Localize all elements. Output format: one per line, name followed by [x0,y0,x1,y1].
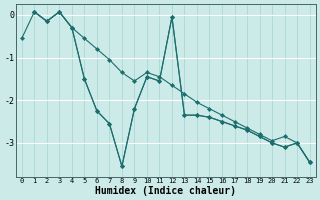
X-axis label: Humidex (Indice chaleur): Humidex (Indice chaleur) [95,186,236,196]
